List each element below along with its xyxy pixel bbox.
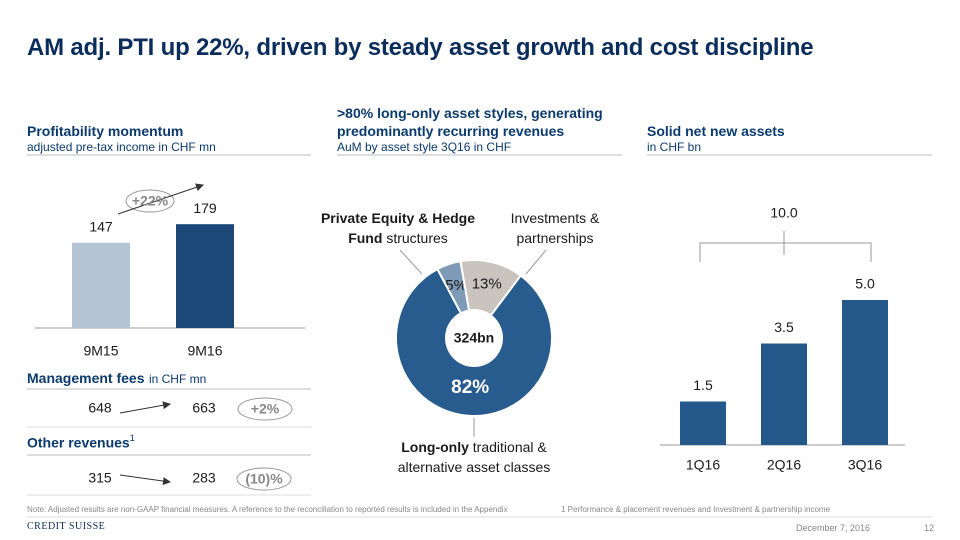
fees-header: Management fees in CHF mn — [27, 369, 206, 388]
fees-unit: in CHF mn — [148, 372, 207, 386]
panel-subtitle: in CHF bn — [647, 140, 702, 154]
slice-value-label: 13% — [472, 275, 502, 292]
value-label: 3.5 — [774, 319, 794, 335]
arrow — [119, 401, 171, 414]
slice-label-text: Investments & partnerships — [510, 210, 600, 246]
annotation: 10.0 — [770, 205, 797, 221]
panel-header: Profitability momentum adjusted pre-tax … — [27, 122, 317, 154]
value-label: 179 — [193, 200, 217, 216]
panel-title: >80% long-only asset styles, generating … — [337, 105, 603, 139]
panel-title: Solid net new assets — [647, 123, 785, 139]
revenues-header: Other revenues1 — [27, 433, 135, 452]
bar — [176, 224, 234, 328]
rev-from: 315 — [88, 470, 112, 486]
bar — [72, 242, 130, 328]
footer-date: December 7, 2016 — [796, 523, 871, 533]
footer-note: Note: Adjusted results are non-GAAP fina… — [27, 505, 508, 514]
bar — [761, 343, 807, 445]
panel-header: Solid net new assets in CHF bn — [647, 122, 937, 154]
total-bracket — [699, 231, 872, 262]
slice-label: Investments & partnerships — [500, 208, 610, 248]
annotation-oval — [125, 189, 175, 213]
slice-value-label: 82% — [451, 377, 489, 398]
bar — [680, 401, 726, 445]
bar — [842, 300, 888, 445]
footer-footnote: 1 Performance & placement revenues and I… — [561, 505, 831, 514]
category-label: 1Q16 — [686, 457, 720, 473]
leader — [399, 249, 423, 275]
category-label: 2Q16 — [767, 457, 801, 473]
slice-label-text: traditional & alternative asset classes — [397, 439, 551, 475]
footnote-mark: 1 — [129, 433, 135, 443]
fee-change: +2% — [251, 401, 280, 417]
panel-subtitle: adjusted pre-tax income in CHF mn — [27, 140, 216, 154]
category-label: 3Q16 — [848, 457, 882, 473]
slice-label-bold: Private Equity & Hedge Fund — [320, 210, 476, 246]
panel-header: >80% long-only asset styles, generating … — [337, 104, 632, 154]
slice-label: Long-only traditional & alternative asse… — [389, 437, 559, 477]
leader — [525, 249, 547, 275]
rev-change: (10)% — [245, 471, 283, 487]
page-number: 12 — [924, 523, 935, 533]
category-label: 9M16 — [187, 343, 222, 359]
change-oval — [237, 397, 293, 421]
fee-from: 648 — [88, 400, 112, 416]
slice-label: Private Equity & Hedge Fund structures — [313, 208, 483, 248]
slice-label-bold: Long-only — [401, 439, 469, 455]
center-label: 324bn — [454, 330, 494, 346]
value-label: 147 — [89, 218, 113, 234]
slice-value-label: 5% — [445, 277, 467, 294]
growth-arrow — [117, 183, 204, 215]
change-oval — [236, 467, 292, 491]
pie-slice — [395, 267, 553, 417]
annotation: +22% — [132, 193, 169, 209]
slide-title: AM adj. PTI up 22%, driven by steady ass… — [27, 34, 814, 61]
panel-subtitle: AuM by asset style 3Q16 in CHF — [337, 140, 512, 154]
value-label: 5.0 — [855, 276, 875, 292]
category-label: 9M15 — [83, 343, 118, 359]
fees-title: Management fees — [27, 370, 145, 386]
logo: CREDIT SUISSE — [27, 521, 106, 532]
fee-to: 663 — [192, 400, 216, 416]
rev-to: 283 — [192, 470, 216, 486]
panel-title: Profitability momentum — [27, 123, 184, 139]
revenues-title: Other revenues — [27, 434, 130, 451]
slice-label-text: structures — [386, 230, 448, 246]
arrow — [119, 474, 171, 485]
value-label: 1.5 — [693, 377, 713, 393]
